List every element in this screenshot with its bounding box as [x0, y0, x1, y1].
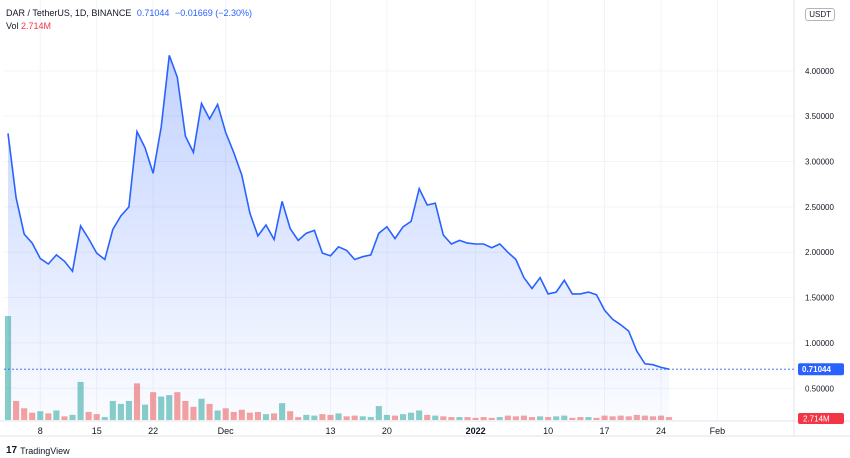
- volume-label: Vol: [6, 21, 19, 31]
- symbol-header: DAR / TetherUS, 1D, BINANCE 0.71044 −0.0…: [6, 8, 255, 18]
- y-tick-label: 1.00000: [805, 339, 834, 348]
- x-tick-label: 13: [325, 426, 335, 436]
- x-tick-label: Feb: [710, 426, 726, 436]
- x-tick-label: 8: [38, 426, 43, 436]
- symbol-title: DAR / TetherUS, 1D, BINANCE: [6, 8, 132, 18]
- volume-badge: [798, 413, 844, 424]
- volume-legend: Vol 2.714M: [6, 21, 51, 31]
- price-badge-label: 0.71044: [802, 365, 831, 374]
- last-price: 0.71044: [136, 8, 170, 18]
- currency-button[interactable]: USDT: [805, 8, 835, 21]
- footer: 17 TradingView: [6, 445, 70, 456]
- y-tick-label: 3.00000: [805, 158, 834, 167]
- x-tick-label: 24: [656, 426, 666, 436]
- time-axis[interactable]: 8 15 22 Dec 13 20 2022 10 17 24 Feb: [38, 426, 725, 436]
- price-change: −0.01669 (−2.30%): [174, 8, 253, 18]
- x-tick-label: Dec: [218, 426, 235, 436]
- price-axis[interactable]: 4.00000 3.50000 3.00000 2.50000 2.00000 1.500…: [798, 67, 844, 424]
- y-tick-label: 0.50000: [805, 384, 834, 393]
- x-tick-label: 20: [382, 426, 392, 436]
- y-tick-label: 1.50000: [805, 294, 834, 303]
- volume-badge-label: 2.714M: [803, 415, 830, 424]
- price-area: [8, 55, 670, 421]
- x-tick-label: 2022: [466, 426, 486, 436]
- x-tick-label: 17: [600, 426, 610, 436]
- y-tick-label: 3.50000: [805, 112, 834, 121]
- y-tick-label: 2.00000: [805, 248, 834, 257]
- price-line: [7, 55, 670, 370]
- y-tick-label: 4.00000: [805, 67, 834, 76]
- brand-name: TradingView: [20, 445, 70, 456]
- price-badge: [798, 363, 844, 376]
- x-tick-label: 10: [543, 426, 553, 436]
- x-tick-label: 15: [92, 426, 102, 436]
- volume-value: 2.714M: [21, 21, 52, 31]
- y-tick-label: 2.50000: [805, 203, 834, 212]
- x-tick-label: 22: [148, 426, 158, 436]
- tradingview-logo-icon: 17: [6, 445, 18, 456]
